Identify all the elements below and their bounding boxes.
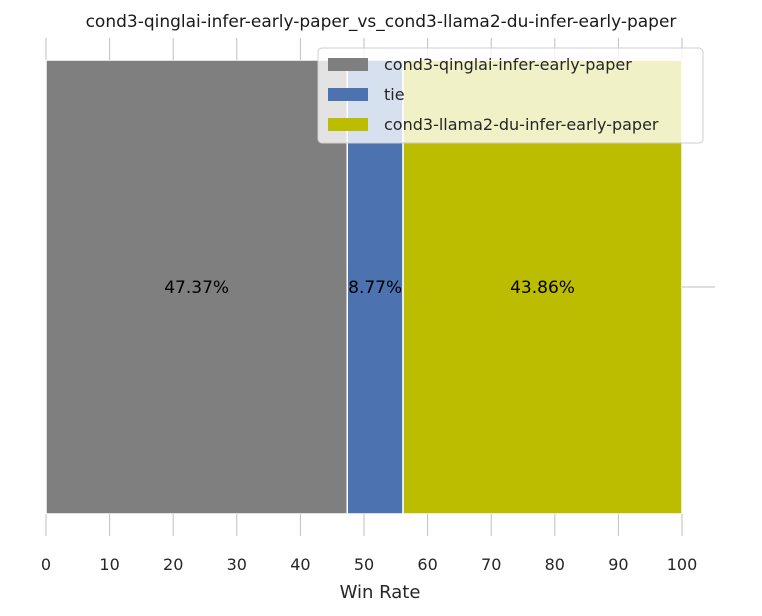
- legend-label-0: cond3-qinglai-infer-early-paper: [384, 55, 632, 74]
- legend-label-2: cond3-llama2-du-infer-early-paper: [384, 115, 659, 134]
- legend-swatch-2: [328, 118, 368, 131]
- bar-value-labels: 47.37% 8.77% 43.86%: [164, 278, 575, 298]
- bar-value-label-0: 47.37%: [164, 278, 229, 298]
- x-tick-label-100: 100: [667, 555, 698, 574]
- x-tick-label-60: 60: [417, 555, 437, 574]
- x-tick-label-0: 0: [41, 555, 51, 574]
- x-tick-label-30: 30: [227, 555, 247, 574]
- legend-label-1: tie: [384, 85, 405, 104]
- x-axis-label: Win Rate: [340, 582, 421, 603]
- x-tick-label-40: 40: [290, 555, 310, 574]
- bar-value-label-1: 8.77%: [348, 278, 402, 298]
- x-tick-label-50: 50: [354, 555, 374, 574]
- legend: cond3-qinglai-infer-early-paper tie cond3-…: [317, 47, 704, 144]
- x-tick-label-70: 70: [481, 555, 501, 574]
- legend-swatch-1: [328, 88, 368, 101]
- chart-title: cond3-qinglai-infer-early-paper_vs_cond3…: [86, 12, 677, 32]
- x-tick-label-80: 80: [545, 555, 565, 574]
- legend-items: cond3-qinglai-infer-early-paper tie cond3-…: [328, 55, 659, 134]
- bar-value-label-2: 43.86%: [510, 278, 575, 298]
- x-tick-label-10: 10: [99, 555, 119, 574]
- x-tick-label-20: 20: [163, 555, 183, 574]
- x-axis-ticks: 0 10 20 30 40 50 60 70 80 90 100: [41, 38, 697, 574]
- x-tick-label-90: 90: [608, 555, 628, 574]
- bar-segment-0: [45, 59, 349, 515]
- legend-swatch-0: [328, 58, 368, 71]
- legend-box: [317, 47, 704, 144]
